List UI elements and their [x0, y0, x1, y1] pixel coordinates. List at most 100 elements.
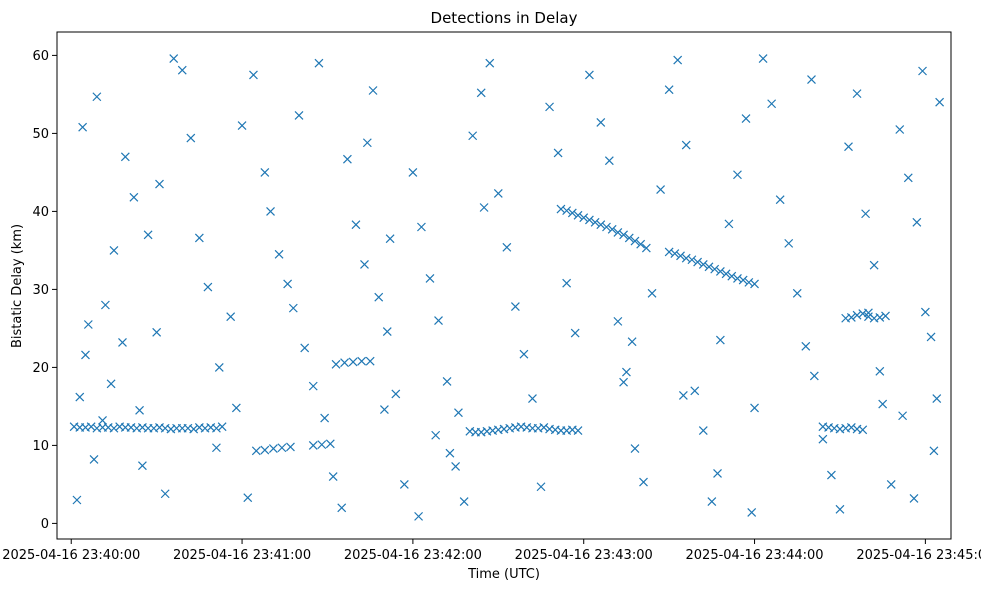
- data-point: [556, 204, 566, 214]
- data-point: [826, 470, 836, 480]
- data-point: [715, 267, 725, 276]
- data-point: [454, 408, 463, 418]
- data-point: [106, 379, 116, 389]
- axes-frame: [56, 31, 952, 540]
- data-point: [818, 434, 828, 444]
- data-point: [143, 230, 153, 240]
- data-point: [698, 426, 708, 436]
- data-point: [502, 242, 512, 252]
- data-point: [89, 455, 99, 464]
- data-point: [137, 461, 147, 471]
- data-point: [337, 503, 347, 513]
- data-point: [425, 274, 435, 283]
- data-point: [399, 479, 409, 489]
- data-point: [590, 217, 600, 227]
- data-point: [704, 262, 714, 272]
- data-point: [861, 209, 871, 219]
- y-tick-label: 0: [41, 517, 49, 532]
- data-point: [98, 416, 107, 425]
- data-point: [368, 86, 378, 95]
- data-point: [86, 422, 96, 432]
- data-point: [721, 269, 731, 279]
- data-point: [639, 477, 648, 487]
- data-point: [596, 220, 606, 230]
- x-axis-label: Time (UTC): [467, 567, 540, 582]
- data-point: [664, 247, 674, 257]
- data-point: [898, 411, 908, 421]
- data-point: [357, 356, 367, 366]
- y-tick-label: 40: [32, 205, 49, 220]
- plot-area: 2025-04-16 23:40:00 2025-04-16 23:41:00 20…: [2, 31, 981, 563]
- data-point: [562, 206, 572, 216]
- data-point: [681, 140, 691, 150]
- data-point: [417, 222, 426, 232]
- data-point: [362, 138, 372, 148]
- data-point: [775, 195, 785, 205]
- data-point: [681, 253, 691, 263]
- data-point: [237, 121, 247, 131]
- data-point: [641, 243, 651, 253]
- data-point: [809, 371, 819, 381]
- data-point: [442, 377, 452, 386]
- data-point: [619, 230, 629, 240]
- data-point: [602, 222, 611, 232]
- data-point: [348, 357, 358, 367]
- data-point: [260, 167, 270, 177]
- data-point: [678, 391, 688, 400]
- data-point: [715, 335, 725, 345]
- data-point: [152, 327, 162, 337]
- data-point: [414, 511, 424, 521]
- data-point: [342, 154, 352, 164]
- data-point: [886, 479, 896, 489]
- data-point: [408, 167, 418, 177]
- data-point: [120, 152, 130, 162]
- data-point: [741, 114, 751, 124]
- y-tick-label: 60: [32, 49, 49, 64]
- data-point: [260, 445, 270, 455]
- data-point: [72, 495, 82, 505]
- data-point: [807, 75, 816, 85]
- data-point: [314, 58, 324, 68]
- data-point: [758, 54, 768, 63]
- x-tick-label: 2025-04-16 23:41:00: [173, 548, 311, 563]
- data-point: [169, 54, 179, 63]
- x-tick-label: 2025-04-16 23:42:00: [344, 548, 482, 563]
- data-point: [624, 233, 634, 243]
- data-point: [266, 206, 275, 216]
- data-point: [135, 405, 144, 415]
- data-point: [286, 442, 295, 452]
- y-tick-label: 20: [32, 361, 49, 376]
- data-point: [81, 350, 90, 360]
- data-point: [647, 288, 657, 298]
- data-point: [536, 482, 546, 492]
- data-point: [744, 277, 754, 287]
- data-point: [100, 300, 110, 310]
- data-point: [584, 70, 594, 80]
- data-point: [186, 133, 196, 143]
- data-point: [78, 122, 88, 132]
- data-point: [451, 462, 461, 471]
- data-point: [189, 424, 199, 434]
- data-point: [177, 65, 187, 75]
- data-point: [129, 192, 139, 202]
- data-point: [607, 224, 617, 234]
- data-point: [613, 316, 623, 326]
- data-point: [622, 367, 631, 377]
- data-point: [584, 215, 594, 225]
- data-point: [875, 313, 885, 322]
- data-point: [109, 245, 119, 255]
- data-point: [283, 279, 293, 289]
- data-point: [630, 236, 640, 246]
- data-point: [528, 394, 537, 404]
- data-point: [932, 394, 942, 404]
- data-point: [214, 362, 224, 372]
- data-point: [374, 292, 384, 302]
- data-point: [846, 313, 856, 322]
- data-point: [391, 389, 401, 399]
- data-point: [687, 255, 697, 265]
- data-point: [365, 356, 375, 366]
- data-point: [519, 349, 529, 359]
- data-point: [434, 316, 443, 326]
- data-point: [212, 443, 221, 453]
- data-point: [676, 251, 685, 261]
